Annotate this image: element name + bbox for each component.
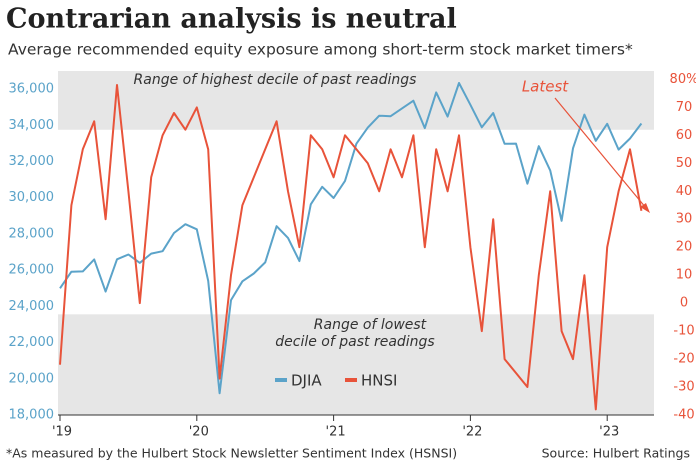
annotation: Range of highest decile of past readings <box>134 72 417 88</box>
subtitle: Average recommended equity exposure amon… <box>8 41 633 59</box>
source: Source: Hulbert Ratings <box>542 446 690 461</box>
x-tick-label: '21 <box>326 425 346 440</box>
legend-label: HNSI <box>361 372 397 390</box>
y2-tick-label: 50 <box>676 156 693 171</box>
y2-tick-label: 30 <box>676 212 693 227</box>
y-tick-label: 36,000 <box>9 82 55 97</box>
y2-tick-label: 80% <box>670 72 696 87</box>
y2-tick-label: 10 <box>676 268 693 283</box>
chart-title: Contrarian analysis is neutral <box>6 4 457 35</box>
y2-tick-label: -20 <box>673 352 694 367</box>
y-tick-label: 32,000 <box>9 154 55 169</box>
y-tick-label: 28,000 <box>9 226 55 241</box>
series-line <box>59 82 643 395</box>
y2-tick-label: -10 <box>673 324 694 339</box>
y-tick-label: 22,000 <box>9 335 55 350</box>
y-tick-label: 24,000 <box>9 299 55 314</box>
y2-tick-label: 70 <box>676 100 693 115</box>
high-decile-band <box>58 71 654 130</box>
x-tick-label: '22 <box>462 425 482 440</box>
y2-tick-label: 60 <box>676 128 693 143</box>
y-tick-label: 26,000 <box>9 263 55 278</box>
x-tick-label: '20 <box>189 425 209 440</box>
y-tick-label: 20,000 <box>9 371 55 386</box>
y-tick-label: 18,000 <box>9 408 55 423</box>
series-line <box>59 84 643 411</box>
x-tick-label: '19 <box>52 425 72 440</box>
annotation: decile of past readings <box>275 334 434 350</box>
y2-tick-label: 40 <box>676 184 693 199</box>
y2-tick-label: -40 <box>673 408 694 423</box>
annotation: Latest <box>522 78 569 96</box>
y2-tick-label: 20 <box>676 240 693 255</box>
y2-tick-label: 0 <box>680 296 688 311</box>
annotation: Range of lowest <box>314 317 427 333</box>
y-tick-label: 30,000 <box>9 190 55 205</box>
y2-tick-label: -30 <box>673 380 694 395</box>
y-tick-label: 34,000 <box>9 118 55 133</box>
low-decile-band <box>58 314 654 415</box>
x-tick-label: '23 <box>599 425 619 440</box>
arrow-head <box>640 203 650 213</box>
footnote: *As measured by the Hulbert Stock Newsle… <box>6 446 457 461</box>
arrow <box>554 97 647 209</box>
legend-label: DJIA <box>291 372 322 390</box>
